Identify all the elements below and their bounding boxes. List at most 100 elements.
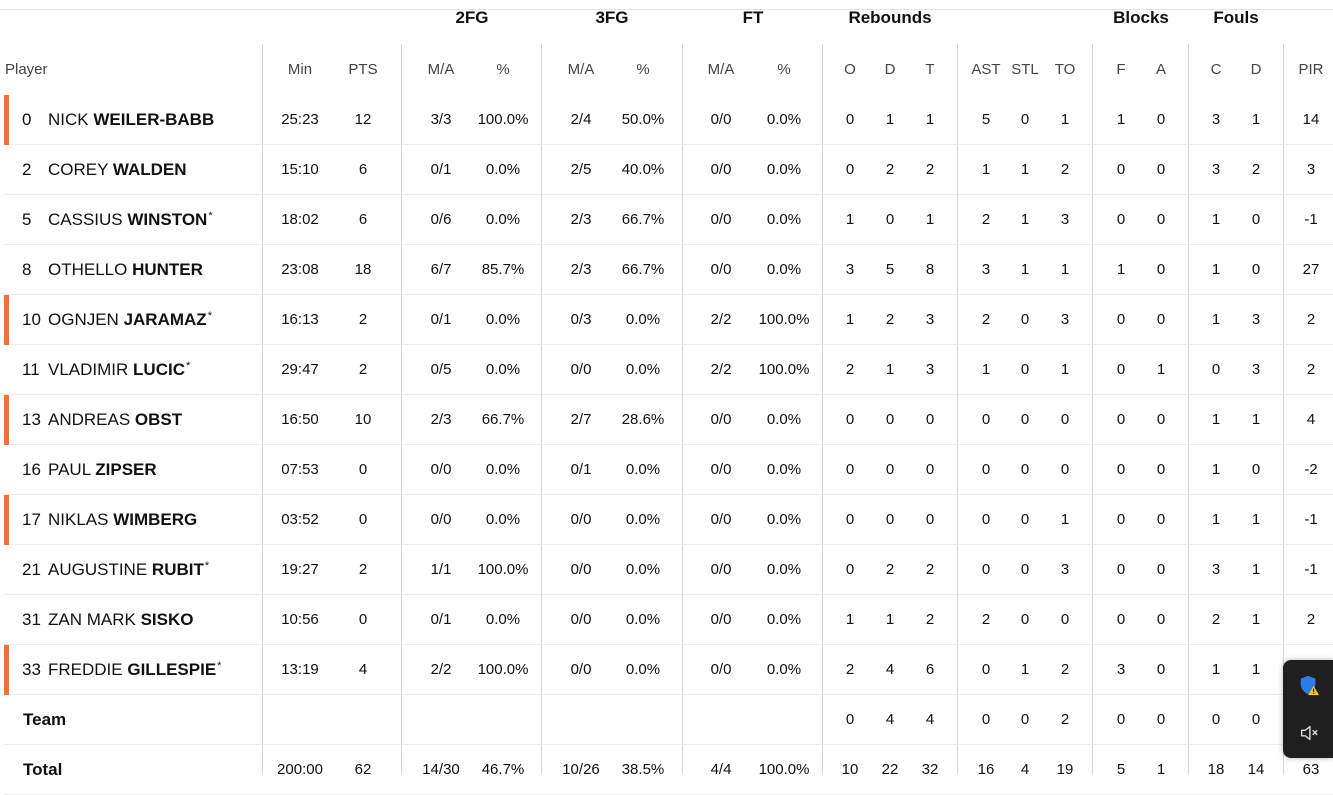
- stat-fg2-ma: 0/1: [430, 611, 452, 628]
- stat-fg3-ma: 0/1: [570, 461, 592, 478]
- stat-blk-a: 0: [1156, 611, 1166, 628]
- shield-warning-icon[interactable]: [1298, 674, 1320, 696]
- player-star-marker: *: [208, 210, 213, 222]
- col-ft-pct[interactable]: %: [777, 61, 791, 78]
- stat-ast: 0: [981, 661, 991, 678]
- stat-ast: 0: [981, 561, 991, 578]
- stat-blk-f: 1: [1116, 261, 1126, 278]
- stat-stl: 1: [1020, 161, 1030, 178]
- stat-reb-t: 0: [925, 461, 935, 478]
- stat-ft-pct: 100.0%: [758, 761, 810, 778]
- stat-stl: 4: [1020, 761, 1030, 778]
- col-reb-d[interactable]: D: [884, 61, 896, 78]
- stat-reb-t: 6: [925, 661, 935, 678]
- player-name-link[interactable]: NIKLAS WIMBERG: [48, 495, 198, 545]
- col-fg3-pct[interactable]: %: [636, 61, 650, 78]
- player-name-link[interactable]: CASSIUS WINSTON*: [48, 195, 213, 245]
- stat-pts: 2: [358, 361, 368, 378]
- player-name-link[interactable]: OGNJEN JARAMAZ*: [48, 295, 212, 345]
- stat-ast: 1: [981, 361, 991, 378]
- col-reb-t[interactable]: T: [925, 61, 935, 78]
- stat-stl: 0: [1020, 311, 1030, 328]
- system-tray-overlay[interactable]: [1283, 660, 1333, 758]
- stat-reb-d: 0: [885, 411, 895, 428]
- team-label: Team: [23, 710, 67, 729]
- col-fg3-ma[interactable]: M/A: [567, 61, 595, 78]
- stat-ft-ma: 0/0: [710, 611, 732, 628]
- col-fg2-ma[interactable]: M/A: [427, 61, 455, 78]
- player-name-link[interactable]: PAUL ZIPSER: [48, 445, 158, 495]
- player-name-link[interactable]: COREY WALDEN: [48, 145, 188, 195]
- player-name-link[interactable]: VLADIMIR LUCIC*: [48, 345, 190, 395]
- col-stl[interactable]: STL: [1011, 61, 1039, 78]
- col-to[interactable]: TO: [1054, 61, 1076, 78]
- stat-blk-a: 0: [1156, 461, 1166, 478]
- col-blk-f[interactable]: F: [1116, 61, 1126, 78]
- col-ast[interactable]: AST: [971, 61, 1001, 78]
- stat-pts: 4: [358, 661, 368, 678]
- stat-ft-ma: 2/2: [710, 311, 732, 328]
- stat-reb-o: 0: [845, 511, 855, 528]
- stat-pir: -2: [1304, 461, 1318, 478]
- stat-stl: 0: [1020, 461, 1030, 478]
- stat-foul-c: 3: [1211, 111, 1221, 128]
- stat-min: 23:08: [281, 261, 319, 278]
- stat-min: 16:50: [281, 411, 319, 428]
- player-first-name: ANDREAS: [48, 410, 131, 429]
- stat-foul-d: 14: [1247, 761, 1265, 778]
- player-name-link[interactable]: OTHELLO HUNTER: [48, 245, 204, 295]
- stat-reb-o: 0: [845, 561, 855, 578]
- group-3fg: 3FG: [595, 8, 629, 27]
- player-name-link[interactable]: ANDREAS OBST: [48, 395, 183, 445]
- stat-fg3-pct: 0.0%: [625, 611, 661, 628]
- stat-foul-d: 3: [1251, 361, 1261, 378]
- stat-foul-c: 3: [1211, 561, 1221, 578]
- player-first-name: VLADIMIR: [48, 360, 129, 379]
- row-divider: [4, 694, 1333, 695]
- stat-blk-f: 5: [1116, 761, 1126, 778]
- player-name-link[interactable]: FREDDIE GILLESPIE*: [48, 645, 221, 695]
- stat-fg3-ma: 2/5: [570, 161, 592, 178]
- stat-min: 29:47: [281, 361, 319, 378]
- player-number: 8: [22, 260, 32, 279]
- col-foul-c[interactable]: C: [1210, 61, 1222, 78]
- stat-reb-o: 2: [845, 661, 855, 678]
- stat-stl: 0: [1020, 561, 1030, 578]
- stat-pir: -1: [1304, 561, 1318, 578]
- stat-reb-d: 2: [885, 311, 895, 328]
- stat-pir: 2: [1306, 361, 1316, 378]
- stat-ft-ma: [691, 695, 751, 745]
- speaker-muted-icon[interactable]: [1298, 722, 1320, 744]
- col-pir[interactable]: PIR: [1298, 61, 1324, 78]
- stat-blk-a: 1: [1156, 761, 1166, 778]
- stat-blk-a: 0: [1156, 511, 1166, 528]
- player-name-link[interactable]: NICK WEILER-BABB: [48, 95, 215, 145]
- col-pts[interactable]: PTS: [348, 61, 378, 78]
- player-name-link[interactable]: AUGUSTINE RUBIT*: [48, 545, 209, 595]
- player-number: 31: [22, 610, 41, 629]
- col-reb-o[interactable]: O: [844, 61, 856, 78]
- col-foul-d[interactable]: D: [1250, 61, 1262, 78]
- col-divider: [822, 44, 823, 774]
- player-row: 0 NICK WEILER-BABB 25:23 12 3/3 100.0% 2/4 50.0…: [0, 95, 1333, 145]
- stat-fg3-pct: 50.0%: [621, 111, 665, 128]
- stat-fg2-ma: 0/1: [430, 161, 452, 178]
- col-min[interactable]: Min: [287, 61, 313, 78]
- col-player[interactable]: Player: [5, 61, 48, 78]
- stat-reb-o: 0: [845, 111, 855, 128]
- stat-to: 3: [1060, 311, 1070, 328]
- stat-reb-d: 0: [885, 461, 895, 478]
- stat-foul-c: 1: [1211, 511, 1221, 528]
- col-fg2-pct[interactable]: %: [496, 61, 510, 78]
- player-name-link[interactable]: ZAN MARK SISKO: [48, 595, 194, 645]
- stat-stl: 0: [1020, 711, 1030, 728]
- stat-to: 1: [1060, 261, 1070, 278]
- stat-fg2-pct: 0.0%: [485, 361, 521, 378]
- row-divider: [4, 344, 1333, 345]
- player-first-name: NICK: [48, 110, 89, 129]
- col-blk-a[interactable]: A: [1155, 61, 1166, 78]
- stat-to: 2: [1060, 161, 1070, 178]
- stat-fg3-ma: 2/4: [570, 111, 592, 128]
- col-ft-ma[interactable]: M/A: [707, 61, 735, 78]
- stat-ast: 1: [981, 161, 991, 178]
